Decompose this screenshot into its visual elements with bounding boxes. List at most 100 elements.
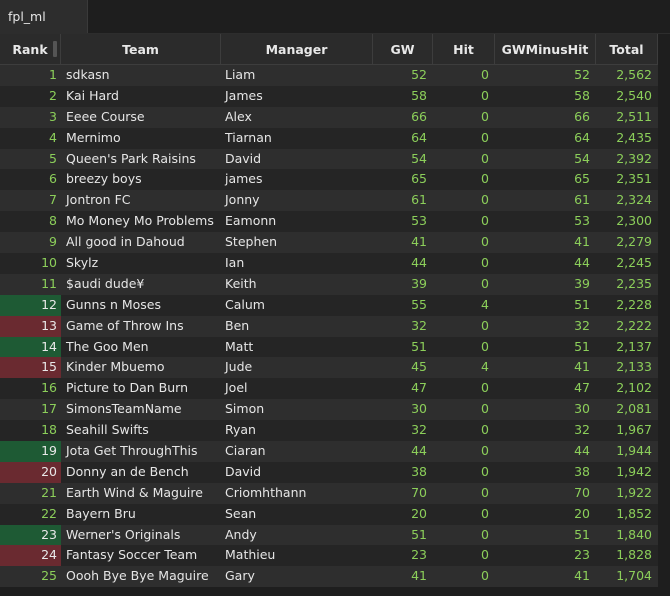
gwminushit-cell[interactable]: 52 — [574, 67, 590, 82]
gw-cell[interactable]: 23 — [411, 547, 427, 563]
team-cell[interactable]: The Goo Men — [66, 338, 149, 354]
rank-cell[interactable]: 3 — [49, 108, 57, 124]
table-row[interactable]: 9 All good in Dahoud Stephen 41 0 41 2,279 — [0, 232, 658, 254]
column-header-gw[interactable]: GW — [373, 34, 433, 64]
column-header-hit[interactable]: Hit — [433, 34, 495, 64]
gwminushit-cell[interactable]: 51 — [574, 526, 590, 542]
gw-cell[interactable]: 44 — [411, 255, 427, 271]
team-cell[interactable]: Game of Throw Ins — [66, 317, 184, 333]
total-cell[interactable]: 2,133 — [616, 359, 652, 375]
table-row[interactable]: 12 Gunns n Moses Calum 55 4 51 2,228 — [0, 294, 658, 316]
total-cell[interactable]: 1,944 — [616, 443, 652, 459]
gw-cell[interactable]: 39 — [411, 275, 427, 291]
column-header-gwminushit[interactable]: GWMinusHit — [495, 34, 596, 64]
gwminushit-cell[interactable]: 41 — [574, 359, 590, 375]
team-cell[interactable]: Oooh Bye Bye Maguire — [66, 568, 209, 584]
manager-cell[interactable]: Mathieu — [225, 547, 276, 563]
total-cell[interactable]: 1,967 — [616, 422, 652, 438]
manager-cell[interactable]: Matt — [225, 338, 254, 354]
gwminushit-cell[interactable]: 51 — [574, 296, 590, 312]
gw-cell[interactable]: 51 — [411, 526, 427, 542]
table-row[interactable]: 22 Bayern Bru Sean 20 0 20 1,852 — [0, 503, 658, 525]
hit-cell[interactable]: 0 — [481, 129, 489, 145]
gwminushit-cell[interactable]: 32 — [574, 422, 590, 438]
total-cell[interactable]: 2,081 — [616, 401, 652, 417]
total-cell[interactable]: 2,137 — [616, 338, 652, 354]
total-cell[interactable]: 1,922 — [616, 484, 652, 500]
rank-cell[interactable]: 15 — [0, 357, 61, 379]
vertical-scrollbar[interactable] — [658, 34, 670, 596]
total-cell[interactable]: 2,102 — [616, 380, 652, 396]
gwminushit-cell[interactable]: 51 — [574, 338, 590, 354]
gw-cell[interactable]: 70 — [411, 484, 427, 500]
table-row[interactable]: 16 Picture to Dan Burn Joel 47 0 47 2,102 — [0, 378, 658, 400]
hit-cell[interactable]: 0 — [481, 380, 489, 396]
gw-cell[interactable]: 41 — [411, 568, 427, 584]
gwminushit-cell[interactable]: 41 — [574, 234, 590, 250]
total-cell[interactable]: 1,828 — [616, 547, 652, 563]
manager-cell[interactable]: Joel — [225, 380, 248, 396]
hit-cell[interactable]: 0 — [481, 526, 489, 542]
manager-cell[interactable]: Ryan — [225, 422, 256, 438]
gwminushit-cell[interactable]: 23 — [574, 547, 590, 563]
total-cell[interactable]: 2,324 — [616, 192, 652, 208]
gw-cell[interactable]: 32 — [411, 422, 427, 438]
rank-cell[interactable]: 5 — [49, 150, 57, 166]
total-cell[interactable]: 1,852 — [616, 505, 652, 521]
hit-cell[interactable]: 0 — [481, 568, 489, 584]
team-cell[interactable]: $audi dude¥ — [66, 275, 145, 291]
hit-cell[interactable]: 0 — [481, 150, 489, 166]
gwminushit-cell[interactable]: 70 — [574, 484, 590, 500]
manager-cell[interactable]: Gary — [225, 568, 255, 584]
gwminushit-cell[interactable]: 47 — [574, 380, 590, 396]
hit-cell[interactable]: 0 — [481, 484, 489, 500]
team-cell[interactable]: breezy boys — [66, 171, 142, 187]
table-row[interactable]: 2 Kai Hard James 58 0 58 2,540 — [0, 85, 658, 107]
total-cell[interactable]: 2,245 — [616, 255, 652, 271]
hit-cell[interactable]: 4 — [481, 359, 489, 375]
rank-cell[interactable]: 25 — [41, 568, 57, 584]
table-row[interactable]: 10 Skylz Ian 44 0 44 2,245 — [0, 253, 658, 274]
total-cell[interactable]: 2,235 — [616, 275, 652, 291]
table-row[interactable]: 8 Mo Money Mo Problems Eamonn 53 0 53 2,300 — [0, 211, 658, 233]
rank-cell[interactable]: 19 — [0, 441, 61, 462]
manager-cell[interactable]: Jonny — [225, 192, 260, 208]
rank-cell[interactable]: 24 — [0, 545, 61, 567]
table-row[interactable]: 13 Game of Throw Ins Ben 32 0 32 2,222 — [0, 315, 658, 337]
manager-cell[interactable]: James — [225, 87, 263, 103]
gw-cell[interactable]: 51 — [411, 338, 427, 354]
team-cell[interactable]: Jota Get ThroughThis — [66, 443, 198, 459]
hit-cell[interactable]: 0 — [481, 171, 489, 187]
total-cell[interactable]: 2,562 — [616, 67, 652, 82]
rank-cell[interactable]: 1 — [49, 67, 57, 82]
manager-cell[interactable]: Ian — [225, 255, 245, 271]
rank-cell[interactable]: 7 — [49, 192, 57, 208]
hit-cell[interactable]: 0 — [481, 275, 489, 291]
team-cell[interactable]: Seahill Swifts — [66, 422, 149, 438]
rank-cell[interactable]: 4 — [49, 129, 57, 145]
team-cell[interactable]: Kinder Mbuemo — [66, 359, 165, 375]
table-row[interactable]: 24 Fantasy Soccer Team Mathieu 23 0 23 1,828 — [0, 545, 658, 567]
team-cell[interactable]: Earth Wind & Maguire — [66, 484, 203, 500]
manager-cell[interactable]: Sean — [225, 505, 257, 521]
total-cell[interactable]: 2,540 — [616, 87, 652, 103]
gw-cell[interactable]: 55 — [411, 296, 427, 312]
gwminushit-cell[interactable]: 65 — [574, 171, 590, 187]
gwminushit-cell[interactable]: 41 — [574, 568, 590, 584]
gw-cell[interactable]: 54 — [411, 150, 427, 166]
total-cell[interactable]: 1,840 — [616, 526, 652, 542]
gw-cell[interactable]: 41 — [411, 234, 427, 250]
gwminushit-cell[interactable]: 58 — [574, 87, 590, 103]
team-cell[interactable]: Picture to Dan Burn — [66, 380, 189, 396]
hit-cell[interactable]: 0 — [481, 547, 489, 563]
rank-cell[interactable]: 8 — [49, 213, 57, 229]
gwminushit-cell[interactable]: 32 — [574, 317, 590, 333]
rank-cell[interactable]: 2 — [49, 87, 57, 103]
column-resize-handle[interactable] — [53, 41, 57, 57]
table-row[interactable]: 25 Oooh Bye Bye Maguire Gary 41 0 41 1,704 — [0, 566, 658, 588]
team-cell[interactable]: Donny an de Bench — [66, 463, 189, 479]
hit-cell[interactable]: 0 — [481, 255, 489, 271]
manager-cell[interactable]: Eamonn — [225, 213, 277, 229]
hit-cell[interactable]: 0 — [481, 192, 489, 208]
table-row[interactable]: 6 breezy boys james 65 0 65 2,351 — [0, 169, 658, 191]
